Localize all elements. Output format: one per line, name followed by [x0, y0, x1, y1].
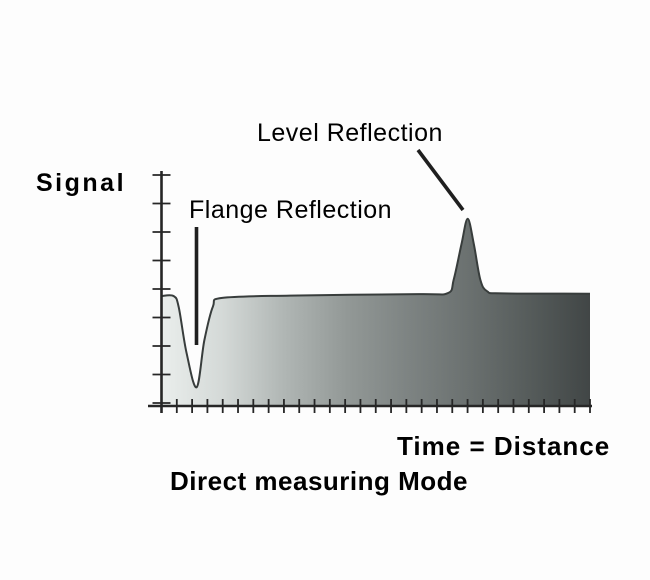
x-axis-label: Time = Distance	[397, 431, 611, 461]
y-axis-label: Signal	[36, 169, 127, 197]
signal-curve	[161, 217, 591, 389]
signal-area	[161, 218, 590, 405]
level-reflection-label: Level Reflection	[257, 119, 443, 147]
level-pointer-line	[416, 148, 465, 212]
chart-caption: Direct measuring Mode	[170, 466, 469, 496]
flange-reflection-label: Flange Reflection	[189, 196, 393, 224]
